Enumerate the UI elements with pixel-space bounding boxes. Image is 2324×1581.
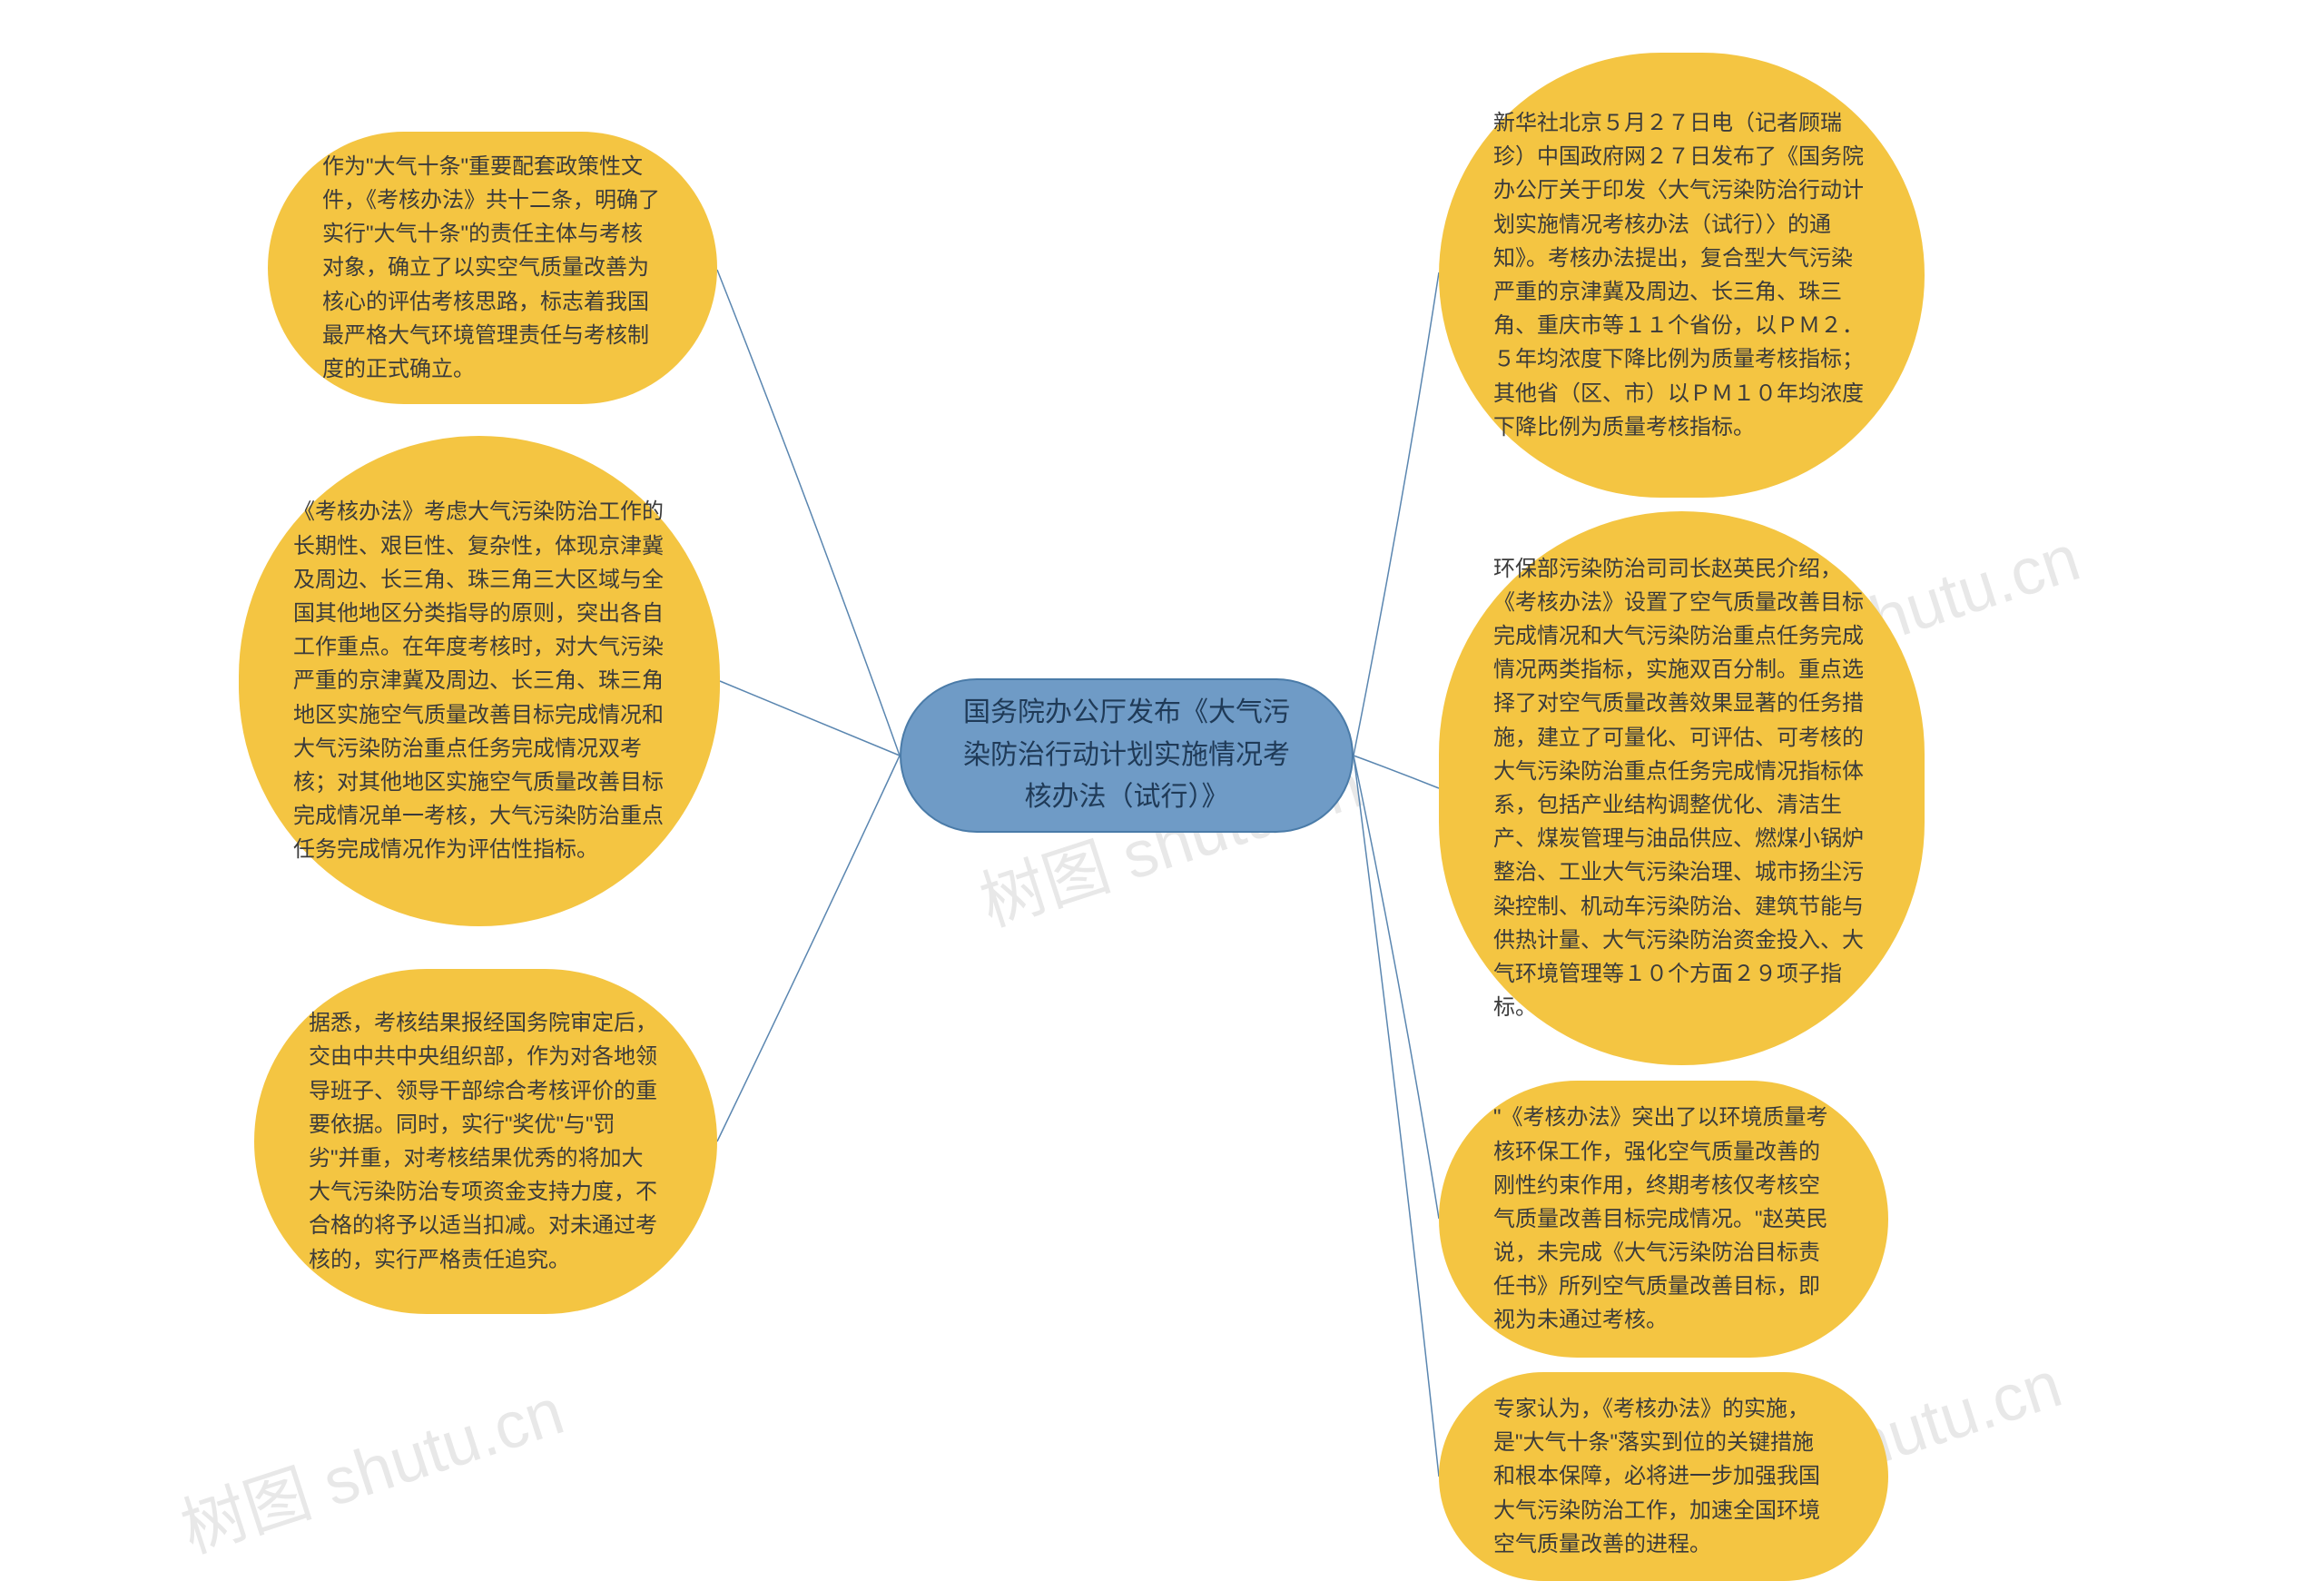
leaf-left-3: 据悉，考核结果报经国务院审定后，交由中共中央组织部，作为对各地领导班子、领导干部…: [254, 969, 717, 1314]
watermark: 树图 shutu.cn: [167, 1358, 573, 1571]
connector: [1354, 756, 1439, 1219]
center-text: 国务院办公厅发布《大气污染防治行动计划实施情况考核办法（试行）》: [951, 692, 1302, 819]
leaf-text: 作为"大气十条"重要配套政策性文件，《考核办法》共十二条，明确了实行"大气十条"…: [322, 150, 663, 386]
leaf-text: 环保部污染防治司司长赵英民介绍，《考核办法》设置了空气质量改善目标完成情况和大气…: [1493, 552, 1870, 1025]
leaf-right-4: 专家认为，《考核办法》的实施，是"大气十条"落实到位的关键措施和根本保障，必将进…: [1439, 1372, 1888, 1581]
leaf-text: 新华社北京５月２７日电（记者顾瑞珍）中国政府网２７日发布了《国务院办公厅关于印发…: [1493, 106, 1870, 444]
connector: [720, 681, 900, 756]
leaf-right-3: "《考核办法》突出了以环境质量考核环保工作，强化空气质量改善的刚性约束作用，终期…: [1439, 1081, 1888, 1358]
center-node: 国务院办公厅发布《大气污染防治行动计划实施情况考核办法（试行）》: [900, 678, 1354, 833]
leaf-left-2: 《考核办法》考虑大气污染防治工作的长期性、艰巨性、复杂性，体现京津冀及周边、长三…: [239, 436, 720, 926]
connector: [1354, 272, 1439, 756]
leaf-right-1: 新华社北京５月２７日电（记者顾瑞珍）中国政府网２７日发布了《国务院办公厅关于印发…: [1439, 53, 1925, 498]
leaf-right-2: 环保部污染防治司司长赵英民介绍，《考核办法》设置了空气质量改善目标完成情况和大气…: [1439, 511, 1925, 1065]
leaf-left-1: 作为"大气十条"重要配套政策性文件，《考核办法》共十二条，明确了实行"大气十条"…: [268, 132, 717, 404]
connector: [1354, 756, 1439, 788]
connector: [717, 270, 900, 756]
connector: [717, 756, 900, 1141]
leaf-text: 据悉，考核结果报经国务院审定后，交由中共中央组织部，作为对各地领导班子、领导干部…: [309, 1006, 663, 1277]
leaf-text: 专家认为，《考核办法》的实施，是"大气十条"落实到位的关键措施和根本保障，必将进…: [1493, 1392, 1834, 1561]
connector: [1354, 756, 1439, 1477]
leaf-text: "《考核办法》突出了以环境质量考核环保工作，强化空气质量改善的刚性约束作用，终期…: [1493, 1101, 1834, 1337]
leaf-text: 《考核办法》考虑大气污染防治工作的长期性、艰巨性、复杂性，体现京津冀及周边、长三…: [293, 495, 665, 866]
